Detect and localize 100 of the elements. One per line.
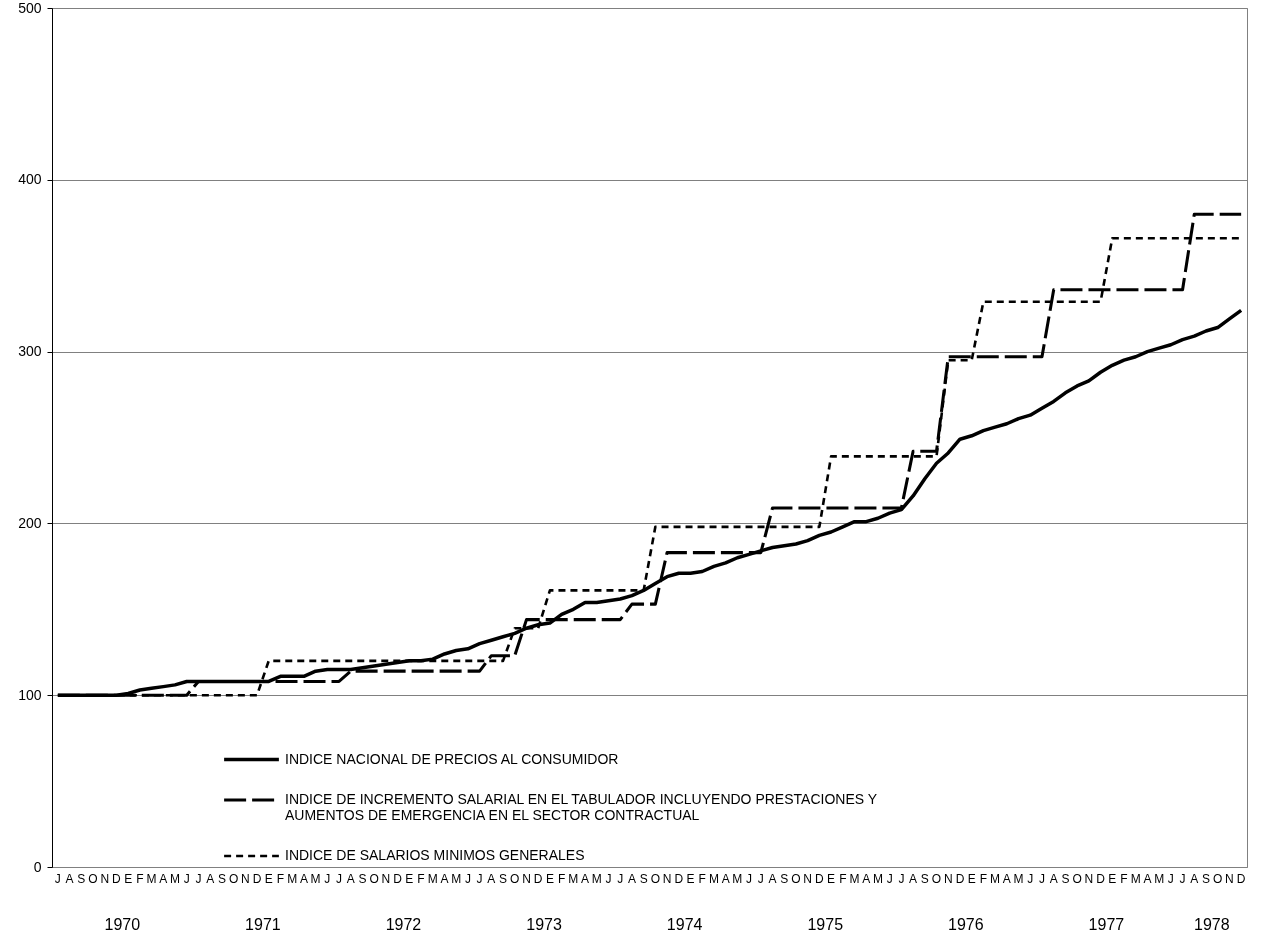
x-tick-label: E	[545, 872, 554, 886]
x-tick-label: J	[183, 872, 190, 886]
x-tick-label: F	[839, 872, 847, 886]
x-tick-label: N	[240, 872, 250, 886]
x-tick-label: D	[1236, 872, 1246, 886]
x-tick-label: O	[369, 872, 379, 886]
x-tick-label: O	[791, 872, 801, 886]
x-tick-label: S	[1201, 872, 1210, 886]
x-tick-label: F	[557, 872, 566, 886]
x-tick-label: M	[732, 872, 743, 886]
text: 1973	[526, 916, 562, 933]
x-tick-label: A	[1049, 872, 1058, 886]
x-tick-label: J	[757, 872, 764, 886]
x-tick-label: D	[955, 872, 965, 886]
x-tick-label: D	[815, 872, 825, 886]
x-tick-label: A	[1002, 872, 1011, 886]
text: 1970	[104, 916, 141, 933]
x-tick-label: M	[1013, 872, 1024, 886]
x-tick-label: D	[252, 872, 262, 886]
x-tick-label: O	[228, 872, 239, 886]
x-tick-label: E	[264, 872, 273, 886]
x-tick-label: D	[393, 872, 403, 886]
x-tick-label: F	[979, 872, 988, 886]
y-tick-label: 300	[18, 343, 42, 360]
x-tick-label: A	[346, 872, 355, 886]
x-tick-label: E	[827, 872, 836, 886]
x-tick-label: N	[381, 872, 391, 886]
text: 1971	[245, 916, 281, 933]
x-tick-label: A	[65, 872, 74, 886]
x-tick-label: E	[686, 872, 695, 886]
x-tick-label: O	[1213, 872, 1223, 886]
x-tick-label: M	[568, 872, 579, 886]
x-tick-label: S	[77, 872, 86, 886]
x-tick-label: N	[1084, 872, 1094, 886]
text: 1972	[385, 916, 422, 933]
legend-label: INDICE NACIONAL DE PRECIOS AL CONSUMIDOR	[285, 750, 619, 767]
x-tick-label: J	[617, 872, 624, 886]
x-tick-label: M	[427, 872, 438, 886]
x-tick-label: S	[920, 872, 929, 886]
legend-label: INDICE DE INCREMENTO SALARIAL EN EL TABULADOR INCLUYENDO PRESTACIONES Y AUMENTOS DE EMERGENCIA EN EL SECTOR CONTRACTUAL	[285, 791, 878, 823]
x-tick-label: A	[487, 872, 496, 886]
x-tick-label: A	[299, 872, 308, 886]
x-tick-label: S	[1061, 872, 1070, 886]
text: 1978	[1194, 916, 1230, 933]
y-tick-label: 400	[18, 171, 42, 188]
x-tick-label: A	[440, 872, 449, 886]
x-tick-label: O	[650, 872, 661, 886]
x-tick-label: A	[721, 872, 730, 886]
x-tick-label: F	[136, 872, 144, 886]
x-tick-label: J	[324, 872, 331, 886]
x-tick-label: D	[112, 872, 122, 886]
x-tick-label: O	[1072, 872, 1082, 886]
x-tick-label: A	[159, 872, 168, 886]
x-tick-label: F	[276, 872, 285, 886]
y-tick-label: 100	[18, 686, 42, 703]
x-tick-label: N	[943, 872, 953, 886]
x-tick-label: M	[310, 872, 321, 886]
x-tick-label: J	[1167, 872, 1174, 886]
x-tick-label: J	[1027, 872, 1034, 886]
x-tick-label: F	[1120, 872, 1128, 886]
x-tick-label: M	[1130, 872, 1141, 886]
text: 1976	[948, 916, 984, 933]
x-tick-label: J	[898, 872, 905, 886]
x-tick-label: A	[862, 872, 871, 886]
x-tick-label: A	[627, 872, 636, 886]
y-tick-label: 0	[33, 858, 42, 875]
x-tick-label: D	[1096, 872, 1106, 886]
x-tick-label: M	[170, 872, 181, 886]
x-tick-label: M	[591, 872, 602, 886]
x-tick-label: D	[674, 872, 684, 886]
x-tick-label: M	[451, 872, 462, 886]
text: 1974	[666, 916, 703, 933]
x-tick-label: J	[336, 872, 343, 886]
x-tick-label: E	[1108, 872, 1117, 886]
x-tick-label: S	[358, 872, 367, 886]
x-tick-label: D	[533, 872, 543, 886]
x-tick-label: S	[639, 872, 648, 886]
x-tick-label: M	[990, 872, 1001, 886]
x-tick-label: A	[909, 872, 918, 886]
x-tick-label: A	[206, 872, 215, 886]
y-tick-label: 200	[18, 514, 42, 531]
legend-label: INDICE DE SALARIOS MINIMOS GENERALES	[285, 847, 585, 863]
x-tick-label: E	[405, 872, 414, 886]
x-tick-label: M	[146, 872, 157, 886]
x-tick-label: J	[886, 872, 893, 886]
x-tick-label: S	[217, 872, 226, 886]
text: 1975	[807, 916, 844, 933]
x-tick-label: J	[1179, 872, 1186, 886]
x-tick-label: J	[746, 872, 753, 886]
x-tick-label: J	[464, 872, 471, 886]
x-tick-label: J	[1038, 872, 1045, 886]
x-tick-label: F	[417, 872, 425, 886]
x-tick-label: A	[1190, 872, 1199, 886]
x-tick-label: M	[849, 872, 860, 886]
x-tick-label: N	[803, 872, 812, 886]
x-tick-label: J	[54, 872, 61, 886]
x-tick-label: M	[287, 872, 298, 886]
x-tick-label: N	[1225, 872, 1234, 886]
x-tick-label: N	[522, 872, 531, 886]
x-tick-label: A	[1143, 872, 1152, 886]
